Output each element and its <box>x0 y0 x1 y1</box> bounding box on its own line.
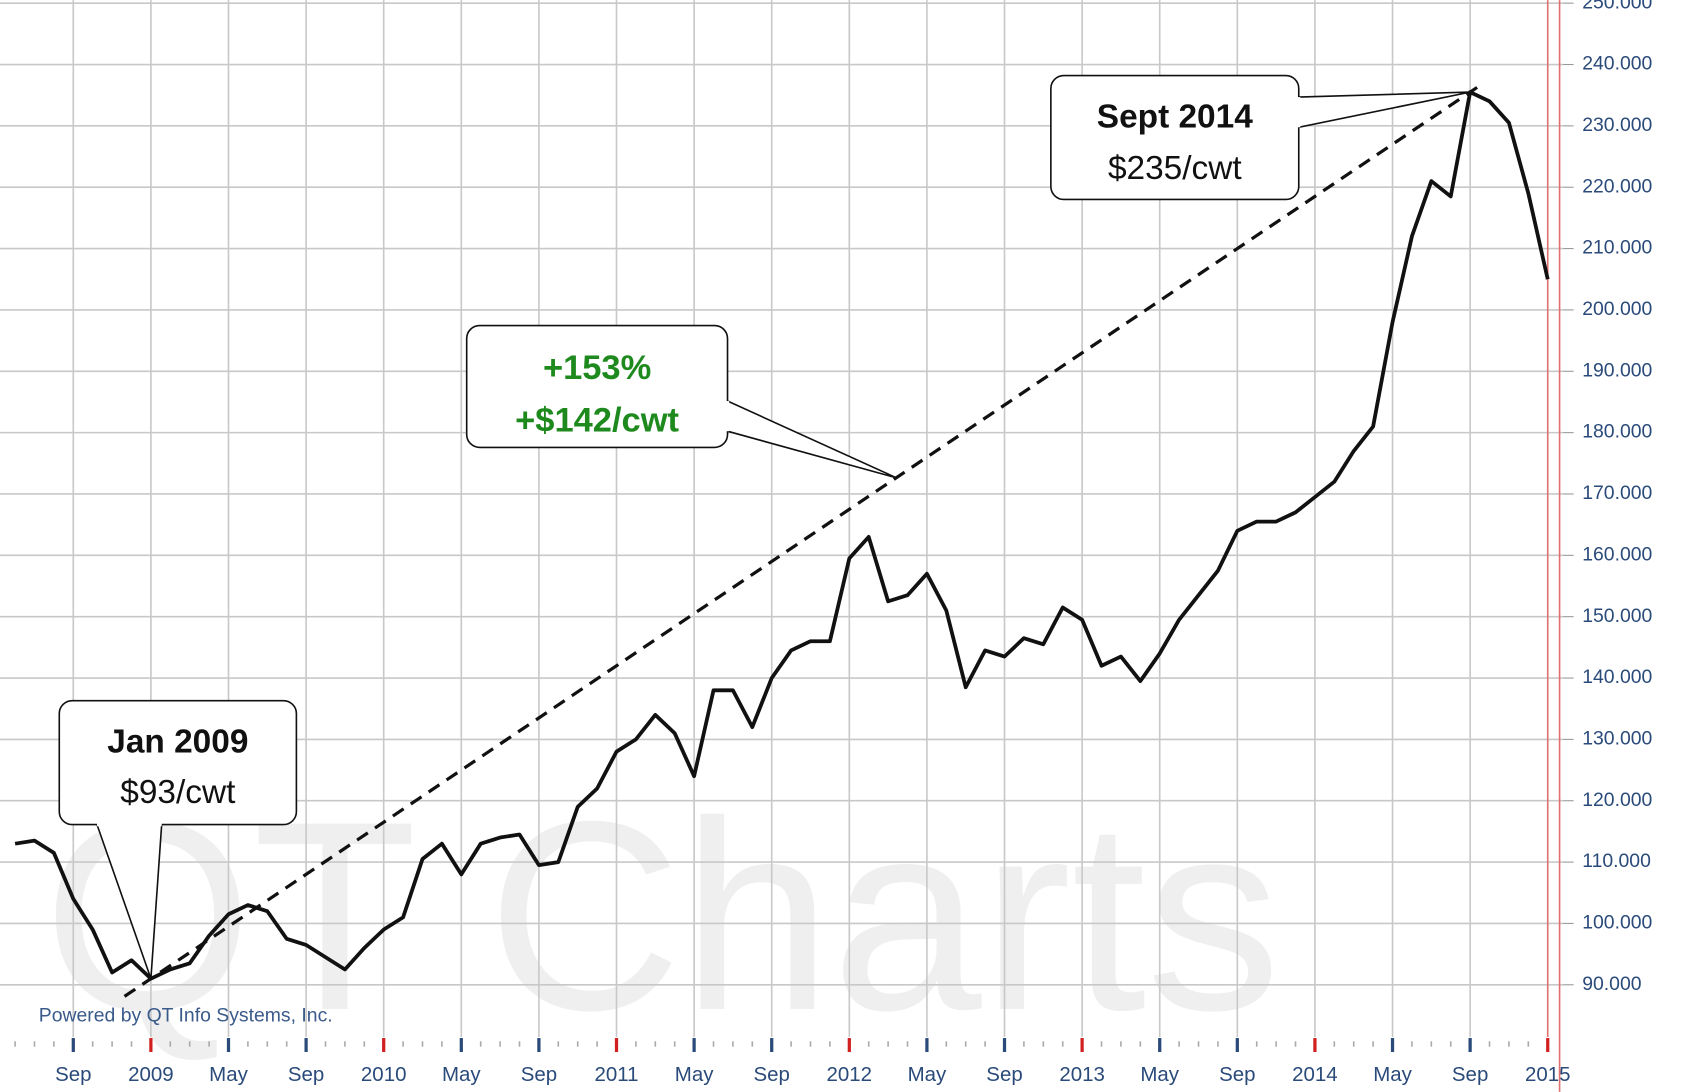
y-tick-label: 120.000 <box>1582 789 1652 811</box>
x-tick-label: May <box>908 1063 947 1086</box>
x-tick-label: 2011 <box>594 1063 638 1086</box>
x-tick-label: May <box>209 1063 248 1086</box>
x-tick-label: 2009 <box>128 1063 174 1086</box>
x-tick-label: Sep <box>753 1063 789 1086</box>
y-tick-label: 150.000 <box>1582 605 1652 627</box>
trend-line <box>123 81 1485 998</box>
y-tick-label: 130.000 <box>1582 728 1652 750</box>
x-tick-label: Sep <box>1452 1063 1488 1086</box>
x-tick-label: 2012 <box>827 1063 873 1086</box>
x-tick-label: Sep <box>1219 1063 1255 1086</box>
credit: Powered by QT Info Systems, Inc. <box>39 1005 333 1027</box>
y-tick-label: 90.000 <box>1582 973 1642 995</box>
y-tick-label: 170.000 <box>1582 482 1652 504</box>
y-tick-label: 160.000 <box>1582 543 1652 565</box>
callout: Jan 2009 $93/cwt <box>58 699 298 979</box>
callout-title: Sept 2014 <box>1097 98 1253 135</box>
change-percent: +153% <box>543 349 651 387</box>
x-tick-label: May <box>442 1063 481 1086</box>
y-tick-label: 240.000 <box>1582 53 1652 75</box>
y-tick-label: 230.000 <box>1582 114 1652 136</box>
callout-box <box>1050 74 1300 201</box>
x-tick-label: 2010 <box>361 1063 407 1086</box>
y-tick-label: 220.000 <box>1582 175 1652 197</box>
x-tick-label: Sep <box>288 1063 324 1086</box>
callout-pointer <box>1297 91 1471 129</box>
y-tick-label: 200.000 <box>1582 298 1652 320</box>
x-tick-label: 2014 <box>1292 1063 1338 1086</box>
price-line <box>14 90 1550 981</box>
y-tick-label: 180.000 <box>1582 421 1652 443</box>
y-tick-label: 140.000 <box>1582 666 1652 688</box>
callout-text: $93/cwt <box>120 774 236 811</box>
y-tick-label: 190.000 <box>1582 359 1652 381</box>
callout-box <box>58 699 298 826</box>
callout-box <box>465 324 729 449</box>
callout-text: $235/cwt <box>1108 150 1242 187</box>
y-tick-label: 100.000 <box>1582 912 1652 934</box>
y-tick-label: 210.000 <box>1582 237 1652 259</box>
callout: +153% +$142/cwt <box>465 324 897 479</box>
x-tick-label: 2015 <box>1525 1063 1571 1086</box>
x-tick-label: 2013 <box>1059 1063 1105 1086</box>
x-tick-label: Sep <box>986 1063 1022 1086</box>
x-tick-label: May <box>1373 1063 1412 1086</box>
y-tick-label: 250.000 <box>1582 0 1652 13</box>
x-tick-label: Sep <box>55 1063 91 1086</box>
change-amount: +$142/cwt <box>515 402 679 440</box>
callout-title: Jan 2009 <box>107 724 248 761</box>
x-tick-label: May <box>1140 1063 1179 1086</box>
x-tick-label: May <box>675 1063 714 1086</box>
y-tick-label: 110.000 <box>1582 850 1651 872</box>
callout: Sept 2014 $235/cwt <box>1050 74 1471 201</box>
callout-pointer <box>726 399 897 479</box>
x-tick-label: Sep <box>521 1063 557 1086</box>
